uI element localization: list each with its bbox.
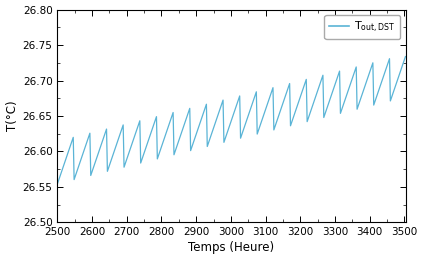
X-axis label: Temps (Heure): Temps (Heure) [189,242,275,255]
Legend: $\mathregular{T_{out,DST}}$: $\mathregular{T_{out,DST}}$ [324,15,400,39]
Y-axis label: T(°C): T(°C) [5,101,19,131]
